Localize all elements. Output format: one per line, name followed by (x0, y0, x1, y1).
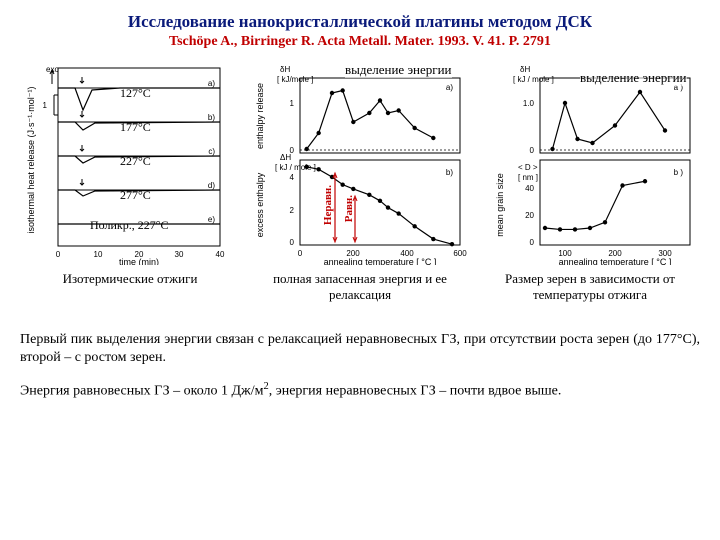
chart-grain: выделение энергии δH [ kJ / mole ] 0 1.0… (485, 60, 700, 265)
svg-text:b ): b ) (674, 168, 684, 177)
trace-label-c: 227°C (120, 154, 151, 169)
d-units: [ nm ] (518, 173, 538, 182)
overlay-energy-2: выделение энергии (580, 70, 687, 86)
svg-text:e): e) (208, 215, 215, 224)
red-label-right: Равн. (343, 195, 355, 222)
svg-text:a): a) (446, 83, 453, 92)
charts-row: exo 1 isothermal heat release (J·s⁻¹·mol… (20, 60, 700, 265)
top-series-2 (550, 90, 667, 151)
svg-text:20: 20 (525, 211, 534, 220)
paragraph-1: Первый пик выделения энергии связан с ре… (20, 331, 700, 366)
trace-label-d: 277°C (120, 188, 151, 203)
top-series (304, 88, 435, 151)
body-text: Первый пик выделения энергии связан с ре… (20, 331, 700, 400)
svg-text:b): b) (208, 113, 215, 122)
dh-top-units: [ kJ/mole ] (277, 75, 313, 84)
svg-text:30: 30 (175, 250, 184, 259)
caption-row: Изотермические отжиги полная запасенная … (20, 271, 700, 303)
dh-bot: ΔH (280, 153, 291, 162)
svg-text:0: 0 (56, 250, 61, 259)
caption-1: полная запасенная энергия и ее релаксаци… (250, 271, 470, 303)
svg-text:2: 2 (290, 206, 295, 215)
svg-text:10: 10 (94, 250, 103, 259)
svg-text:40: 40 (216, 250, 225, 259)
trace-label-e: Поликр., 227°C (90, 218, 169, 233)
side-bot-2: mean grain size (495, 173, 505, 237)
overlay-energy-1: выделение энергии (345, 62, 452, 78)
xlabel-2: annealing temperature [ °C ] (559, 257, 672, 265)
svg-text:0: 0 (290, 238, 295, 247)
bot-series-2 (543, 179, 647, 232)
d-label: < D > (518, 163, 538, 172)
xlabel-iso: time (min) (119, 257, 159, 265)
chart-grain-svg: δH [ kJ / mole ] 0 1.0 a ) < D > [ nm ] … (485, 60, 700, 265)
svg-text:b): b) (446, 168, 453, 177)
ytick-1: 1 (43, 101, 48, 110)
red-label-left: Неравн. (322, 185, 334, 225)
caption-2: Размер зерен в зависимости от температур… (480, 271, 700, 303)
citation: Tschöpe A., Birringer R. Acta Metall. Ma… (20, 34, 700, 50)
svg-text:0: 0 (530, 238, 535, 247)
svg-text:1: 1 (290, 99, 295, 108)
page-title: Исследование нанокристаллической платины… (20, 12, 700, 32)
paragraph-2: Энергия равновесных ГЗ – около 1 Дж/м2, … (20, 380, 700, 400)
xlabel-1: annealing temperature [ °C ] (324, 257, 437, 265)
dh2-top-units: [ kJ / mole ] (513, 75, 554, 84)
trace-label-b: 177°C (120, 120, 151, 135)
svg-text:0: 0 (530, 146, 535, 155)
svg-text:c): c) (208, 147, 215, 156)
svg-text:40: 40 (525, 184, 534, 193)
svg-text:1.0: 1.0 (523, 99, 535, 108)
ylabel-iso: isothermal heat release (J·s⁻¹·mol⁻¹) (26, 86, 36, 233)
svg-text:0: 0 (298, 249, 303, 258)
caption-0: Изотермические отжиги (20, 271, 240, 303)
chart-isothermal: exo 1 isothermal heat release (J·s⁻¹·mol… (20, 60, 230, 265)
dh2-top: δH (520, 65, 530, 74)
side-bot: excess enthalpy (255, 172, 265, 237)
chart-enthalpy-svg: δH [ kJ/mole ] enthalpy release 0 1 a) Δ… (245, 60, 470, 265)
chart-enthalpy: выделение энергии Неравн. Равн. δH [ kJ/… (245, 60, 470, 265)
exo-label: exo (46, 65, 59, 74)
side-top: enthalpy release (255, 83, 265, 149)
svg-text:d): d) (208, 181, 215, 190)
svg-text:4: 4 (290, 173, 295, 182)
svg-text:a): a) (208, 79, 215, 88)
trace-label-a: 127°C (120, 86, 151, 101)
dh-top: δH (280, 65, 290, 74)
svg-text:600: 600 (453, 249, 467, 258)
